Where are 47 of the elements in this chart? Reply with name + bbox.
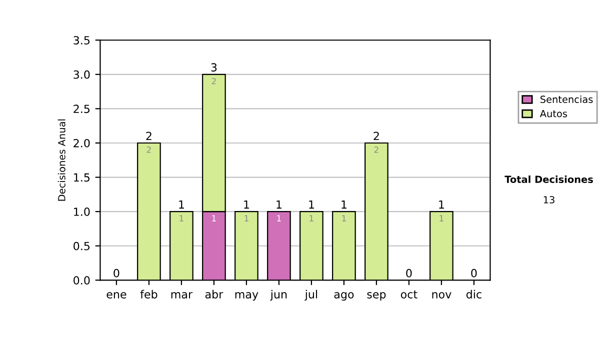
x-tick-label: jun	[270, 290, 287, 301]
x-tick-label: feb	[140, 290, 158, 298]
y-tick-label: 1.5	[74, 173, 90, 182]
total-label: 0	[471, 268, 477, 278]
legend-label: Autos	[540, 110, 568, 118]
y-tick-label: 0.5	[74, 242, 90, 250]
y-tick-label: 1.0	[74, 208, 90, 216]
y-tick-label: 2.5	[74, 104, 90, 114]
data-label: 1	[244, 215, 248, 222]
total-label: 3	[211, 63, 217, 72]
total-label: 1	[276, 200, 282, 209]
data-label: 2	[146, 146, 151, 153]
x-tick-label: may	[235, 292, 258, 301]
legend-label: Sentencias	[540, 95, 593, 104]
data-label: 1	[180, 215, 184, 222]
text: Total Decisiones	[504, 175, 593, 184]
data-label: 1	[342, 215, 346, 222]
total-label: 1	[439, 200, 444, 209]
y-tick-label: 3.5	[74, 36, 90, 44]
x-tick-label: jul	[304, 290, 318, 301]
y-axis-title: Decisiones Anual	[58, 119, 66, 201]
x-tick-label: oct	[400, 290, 418, 298]
total-label: 0	[114, 268, 120, 278]
data-label: 1	[212, 215, 216, 222]
x-tick-label: ene	[106, 292, 126, 298]
x-tick-label: sep	[367, 292, 386, 301]
total-label: 2	[146, 132, 152, 140]
y-tick-label: 0.0	[74, 276, 90, 285]
data-label: 2	[212, 78, 216, 84]
text: 13	[544, 196, 554, 204]
total-label: 2	[374, 132, 379, 140]
x-tick-label: abr	[205, 290, 224, 298]
x-tick-label: ago	[334, 292, 354, 301]
total-label: 1	[179, 200, 184, 209]
y-tick-label: 2.0	[74, 138, 90, 148]
x-tick-label: dic	[466, 290, 482, 298]
data-label: 1	[310, 215, 314, 222]
total-label: 1	[309, 200, 314, 209]
x-tick-label: nov	[432, 292, 452, 298]
total-label: 1	[244, 200, 249, 209]
x-tick-label: mar	[171, 292, 193, 298]
data-label: 2	[374, 146, 378, 153]
data-label: 1	[440, 215, 444, 222]
total-label: 0	[406, 268, 412, 278]
total-label: 1	[342, 200, 346, 209]
data-label: 1	[277, 215, 281, 222]
y-tick-label: 3.0	[74, 70, 90, 79]
